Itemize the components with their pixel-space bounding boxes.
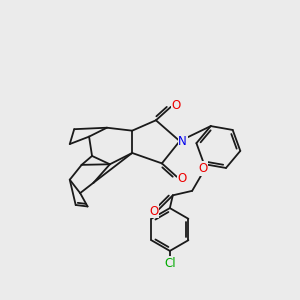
Text: O: O	[149, 205, 158, 218]
Text: O: O	[198, 162, 207, 175]
Text: N: N	[178, 135, 187, 148]
Text: Cl: Cl	[164, 257, 176, 270]
Text: O: O	[171, 99, 181, 112]
Text: O: O	[177, 172, 186, 185]
